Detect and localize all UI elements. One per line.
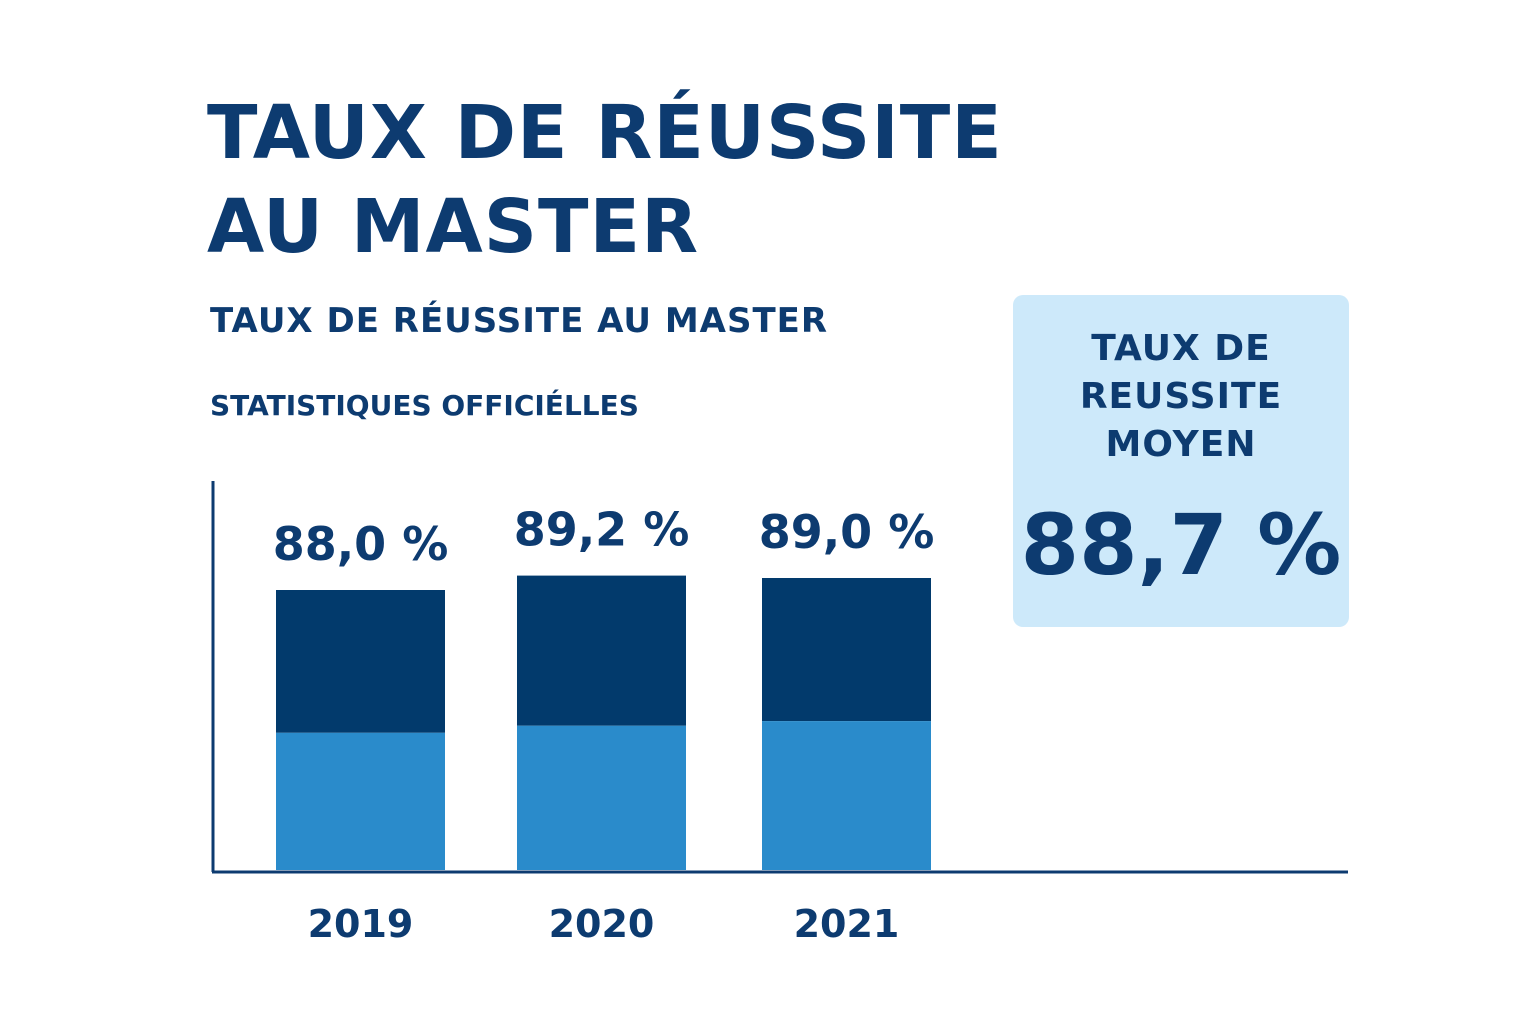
- title-line-2: AU MASTER: [207, 184, 700, 270]
- value-label-2019: 88,0 %: [273, 517, 449, 571]
- bar-2021-lower: [762, 721, 931, 870]
- value-label-2020: 89,2 %: [514, 503, 690, 557]
- title-line-1: TAUX DE RÉUSSITE: [207, 90, 1003, 176]
- average-value: 88,7 %: [1020, 496, 1342, 594]
- x-tick-label-2020: 2020: [549, 902, 655, 946]
- bars-group: 88,0 % 2019 89,2 % 2020 89,0 % 2021: [273, 503, 935, 946]
- bar-2020-upper: [517, 575, 686, 726]
- source-note: STATISTIQUES OFFICIÉLLES: [210, 389, 639, 422]
- average-label: TAUX DE REUSSITE MOYEN: [1033, 325, 1329, 469]
- bar-2019-lower: [276, 732, 445, 870]
- average-label-line-3: MOYEN: [1105, 424, 1257, 465]
- page-title: TAUX DE RÉUSSITE AU MASTER: [207, 86, 1107, 274]
- value-label-2021: 89,0 %: [759, 505, 935, 559]
- average-label-line-1: TAUX DE: [1091, 328, 1271, 369]
- average-summary-card: TAUX DE REUSSITE MOYEN 88,7 %: [1013, 295, 1349, 627]
- bar-2020-lower: [517, 725, 686, 870]
- chart-subtitle: TAUX DE RÉUSSITE AU MASTER: [210, 301, 829, 341]
- x-tick-label-2019: 2019: [308, 902, 414, 946]
- bar-2019-upper: [276, 590, 445, 733]
- average-label-line-2: REUSSITE: [1079, 376, 1283, 417]
- bar-2021-upper: [762, 578, 931, 722]
- x-tick-label-2021: 2021: [794, 902, 900, 946]
